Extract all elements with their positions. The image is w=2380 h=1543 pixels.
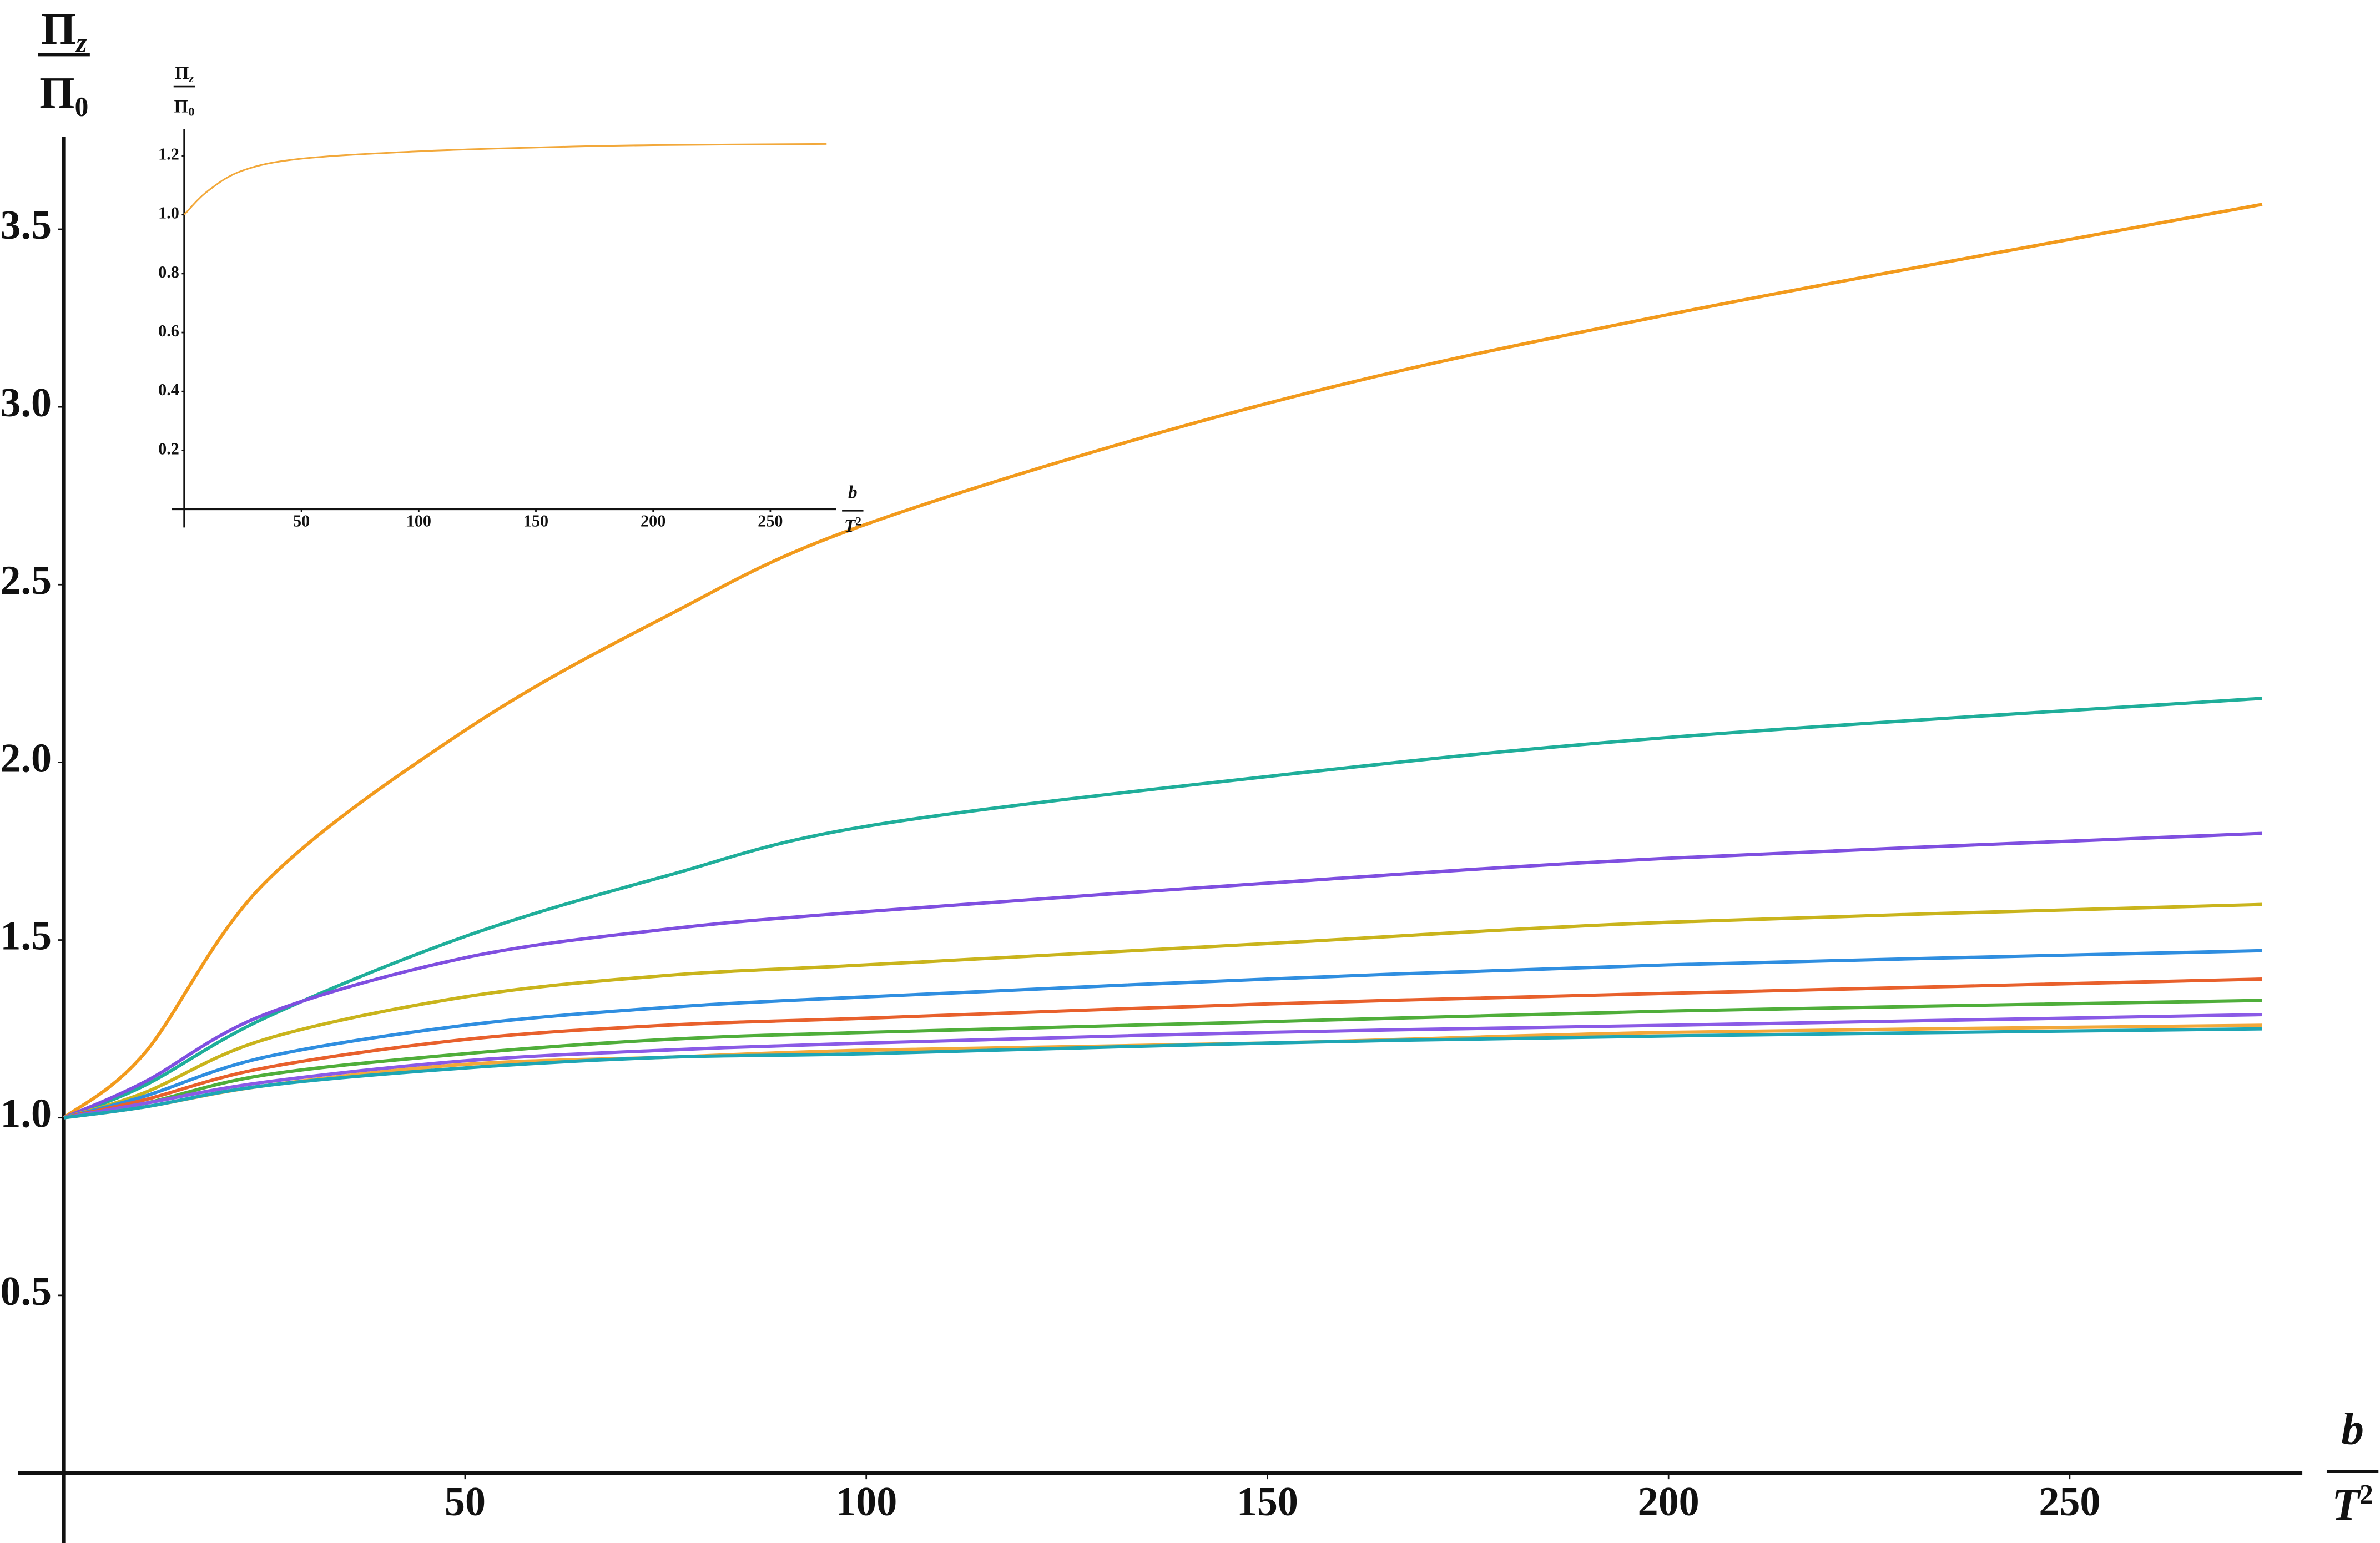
y-label-top-base: Π <box>41 3 76 54</box>
x-tick-label: 100 <box>406 512 431 531</box>
y-tick-label: 0.6 <box>158 321 179 340</box>
y-tick-label: 0.8 <box>158 263 179 281</box>
y-label-top: Πz <box>175 63 194 85</box>
y-tick-label: 1.5 <box>0 914 52 959</box>
x-tick-label: 100 <box>835 1479 897 1525</box>
x-label-bottom: T2 <box>2332 1479 2373 1530</box>
x-tick-label: 250 <box>758 512 783 531</box>
y-label-bottom: Π0 <box>174 96 195 118</box>
y-tick-label: 1.0 <box>158 204 179 223</box>
x-label-bottom: T2 <box>844 514 861 536</box>
y-label-bottom: Π0 <box>39 67 88 122</box>
series-line <box>63 1027 2262 1120</box>
series-line <box>63 999 2262 1120</box>
y-tick-label: 3.0 <box>0 380 52 426</box>
y-tick-label: 0.4 <box>158 380 179 399</box>
y-tick-label: 1.2 <box>158 145 179 164</box>
y-label-bottom-sub: 0 <box>75 92 89 122</box>
series-line <box>63 831 2262 1120</box>
x-label-bottom-base: T <box>844 516 856 536</box>
y-label-bottom-sub: 0 <box>188 105 194 119</box>
y-tick-label: 0.2 <box>158 439 179 458</box>
y-tick-label: 2.0 <box>0 735 52 781</box>
x-label-bottom-base: T <box>2332 1479 2361 1530</box>
x-tick-label: 150 <box>523 512 548 531</box>
x-label-bottom-sub: 2 <box>855 514 861 528</box>
y-tick-label: 2.5 <box>0 558 52 603</box>
x-tick-label: 50 <box>445 1479 486 1525</box>
y-label-top: Πz <box>41 3 87 58</box>
series-line <box>63 1013 2262 1120</box>
y-tick-label: 3.5 <box>0 203 52 248</box>
x-tick-label: 250 <box>2039 1479 2100 1525</box>
y-label-top-base: Π <box>175 63 189 83</box>
series-line <box>63 1023 2262 1120</box>
series-line <box>63 949 2262 1120</box>
x-tick-label: 50 <box>293 512 310 531</box>
series-line <box>63 697 2263 1120</box>
series-line <box>183 143 827 215</box>
x-label-top: b <box>848 482 858 503</box>
y-label-bottom-base: Π <box>39 67 74 118</box>
x-tick-label: 150 <box>1237 1479 1298 1525</box>
x-tick-label: 200 <box>1638 1479 1700 1525</box>
series-line <box>63 977 2262 1120</box>
y-tick-label: 0.5 <box>0 1269 52 1314</box>
y-label-top-sub: z <box>75 28 87 58</box>
y-label-top-sub: z <box>189 71 194 85</box>
x-tick-label: 200 <box>641 512 665 531</box>
x-label-bottom-sub: 2 <box>2359 1479 2373 1510</box>
series-line <box>63 203 2263 1120</box>
y-label-bottom-base: Π <box>174 96 189 117</box>
x-label-top: b <box>2341 1404 2364 1454</box>
series-line <box>63 902 2262 1120</box>
y-tick-label: 1.0 <box>0 1091 52 1137</box>
